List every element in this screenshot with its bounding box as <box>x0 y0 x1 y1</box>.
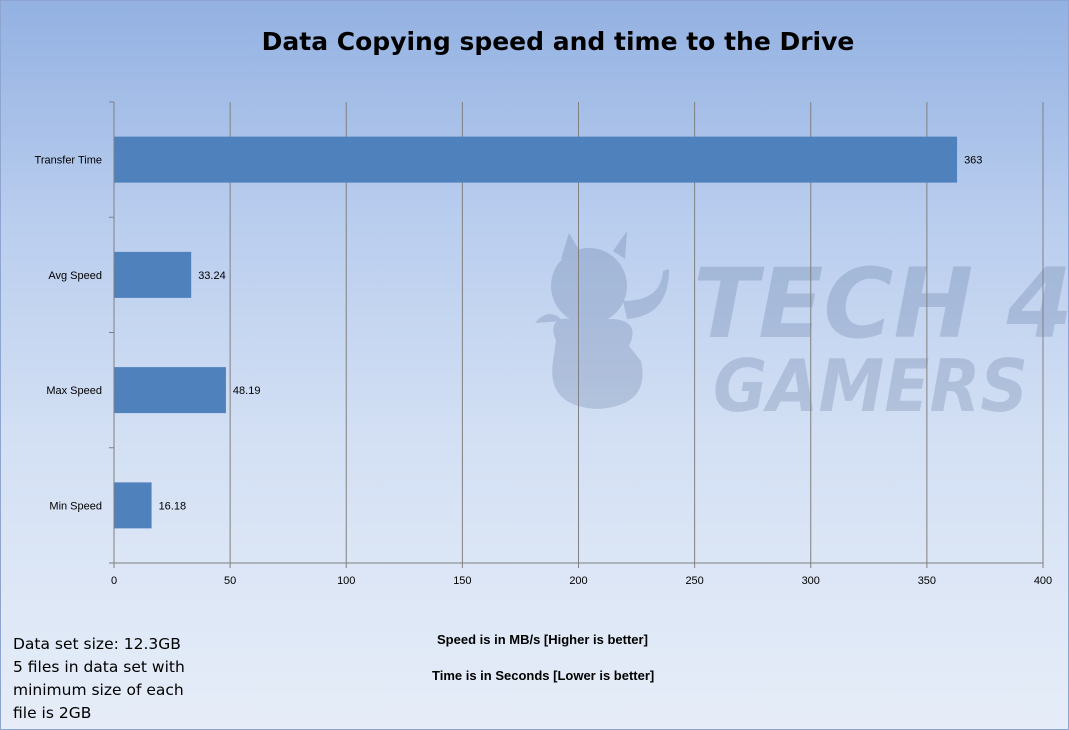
watermark: TECH 4 GAMERS <box>535 231 1068 428</box>
svg-text:TECH 4: TECH 4 <box>693 248 1068 360</box>
x-tick-label: 150 <box>453 575 471 587</box>
bar <box>114 251 192 298</box>
y-tick-label: Transfer Time <box>35 155 102 167</box>
dataset-note-line: 5 files in data set with <box>13 658 185 676</box>
bar <box>114 482 152 529</box>
dataset-note-line: minimum size of each <box>13 681 184 699</box>
x-tick-label: 300 <box>802 575 820 587</box>
x-tick-label: 50 <box>224 575 236 587</box>
data-label: 48.19 <box>233 385 261 397</box>
x-tick-label: 200 <box>569 575 587 587</box>
bar <box>114 136 958 183</box>
speed-unit-note: Speed is in MB/s [Higher is better] <box>437 632 648 647</box>
y-tick-label: Max Speed <box>46 385 102 397</box>
y-tick-label: Avg Speed <box>48 270 102 282</box>
y-tick-label: Min Speed <box>49 500 102 512</box>
data-label: 33.24 <box>198 270 226 282</box>
data-label: 363 <box>964 155 982 167</box>
svg-text:GAMERS: GAMERS <box>713 344 1028 428</box>
x-tick-label: 400 <box>1034 575 1052 587</box>
time-unit-note: Time is in Seconds [Lower is better] <box>432 668 655 683</box>
dataset-note-line: file is 2GB <box>13 704 92 722</box>
bar <box>114 367 226 414</box>
x-tick-label: 350 <box>918 575 936 587</box>
x-tick-label: 0 <box>111 575 117 587</box>
dataset-note: Data set size: 12.3GB 5 files in data se… <box>13 633 203 725</box>
x-axis: 0 50 100 150 200 250 300 350 400 <box>111 562 1052 587</box>
x-tick-label: 100 <box>337 575 355 587</box>
chart-title: Data Copying speed and time to the Drive <box>261 27 855 56</box>
dataset-note-line: Data set size: 12.3GB <box>13 635 181 653</box>
bar-series: 363 33.24 48.19 16.18 <box>114 136 982 529</box>
x-tick-label: 250 <box>685 575 703 587</box>
data-label: 16.18 <box>159 500 187 512</box>
y-axis: Transfer Time Avg Speed Max Speed Min Speed <box>35 101 115 564</box>
